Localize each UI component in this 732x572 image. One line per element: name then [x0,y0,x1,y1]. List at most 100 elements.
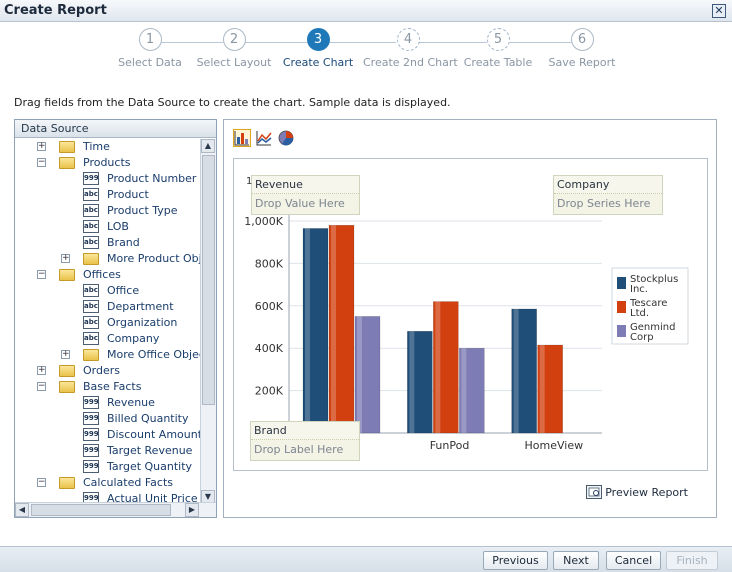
tree-folder[interactable]: + Time [15,139,201,155]
tree-field[interactable]: abc Brand [15,235,201,251]
collapse-icon[interactable]: − [37,269,46,279]
vertical-scrollbar[interactable]: ▲ ▼ [200,139,216,504]
series-field-title: Company [554,176,662,194]
bar-highlight [513,308,519,433]
bar [511,308,537,434]
tree-folder[interactable]: − Calculated Facts [15,475,201,491]
bar [433,301,459,434]
tree-field[interactable]: 999 Billed Quantity [15,411,201,427]
scroll-left-icon[interactable]: ◀ [15,503,29,517]
legend-label: Inc. [630,284,648,295]
horizontal-scrollbar[interactable]: ◀ ▶ [15,502,216,517]
tree-item-label: Product Number [107,172,197,185]
numeric-field-icon: 999 [83,396,99,409]
bar-highlight [539,345,545,433]
tree-item-label: Organization [107,316,178,329]
bar [328,224,355,434]
vertical-scroll-thumb[interactable] [202,155,215,405]
data-source-header: Data Source [15,120,216,138]
step-select-data[interactable]: 1 Select Data [105,28,195,69]
series-drop-zone[interactable]: Company Drop Series Here [553,175,663,215]
tree-folder[interactable]: + Orders [15,363,201,379]
tree-folder[interactable]: − Products [15,155,201,171]
previous-button[interactable]: Previous [483,551,548,570]
step-number: 5 [486,28,510,51]
bar [407,330,433,434]
step-create-2nd-chart[interactable]: 4 Create 2nd Chart [363,28,458,69]
bar-highlight [461,348,467,433]
value-drop-zone[interactable]: Revenue Drop Value Here [251,175,360,215]
tree-field[interactable]: 999 Product Number [15,171,201,187]
text-field-icon: abc [83,316,99,329]
folder-icon [59,157,75,169]
step-create-chart[interactable]: 3 Create Chart [273,28,363,69]
step-connector [329,42,396,43]
tree-field[interactable]: abc Product Type [15,203,201,219]
expand-icon[interactable]: + [61,349,70,359]
label-drop-zone[interactable]: Brand Drop Label Here [250,421,360,461]
tree-folder[interactable]: − Offices [15,267,201,283]
tree-item-label: Calculated Facts [83,476,174,489]
wizard-steps: 1 Select Data 2 Select Layout 3 Create C… [0,28,732,78]
bar-highlight [305,228,310,433]
tree-field[interactable]: abc LOB [15,219,201,235]
line-chart-icon[interactable] [255,129,273,147]
text-field-icon: abc [83,220,99,233]
tree-item-label: Target Quantity [107,460,193,473]
pie-chart-icon[interactable] [277,129,295,147]
step-save-report[interactable]: 6 Save Report [537,28,627,69]
legend-label: Ltd. [630,308,649,319]
label-drop-hint: Drop Label Here [254,443,344,456]
text-field-icon: abc [83,204,99,217]
text-field-icon: abc [83,188,99,201]
collapse-icon[interactable]: − [37,381,46,391]
tree-field[interactable]: 999 Target Revenue [15,443,201,459]
x-tick-label: FunPod [430,439,470,452]
value-drop-marker: 1 [246,176,253,187]
collapse-icon[interactable]: − [37,157,46,167]
tree-field[interactable]: abc Office [15,283,201,299]
expand-icon[interactable]: + [61,253,70,263]
y-tick-label: 400K [255,342,284,355]
tree-folder[interactable]: + More Office Objects [15,347,201,363]
tree-folder[interactable]: + More Product Objects [15,251,201,267]
folder-icon [59,477,75,489]
scroll-up-icon[interactable]: ▲ [201,139,215,153]
step-connector [419,42,487,43]
numeric-field-icon: 999 [83,172,99,185]
step-number: 4 [396,28,420,51]
tree-folder[interactable]: − Base Facts [15,379,201,395]
close-icon[interactable]: ✕ [712,4,726,18]
legend-label: Tescare [629,298,667,309]
tree-item-label: Discount Amount [107,428,201,441]
tree-field[interactable]: 999 Target Quantity [15,459,201,475]
step-create-table[interactable]: 5 Create Table [453,28,543,69]
tree-field[interactable]: abc Product [15,187,201,203]
bar [537,344,563,434]
next-button[interactable]: Next [553,551,599,570]
expand-icon[interactable]: + [37,141,46,151]
legend-swatch [617,325,626,337]
tree-field[interactable]: 999 Actual Unit Price [15,491,201,504]
scroll-right-icon[interactable]: ▶ [185,503,199,517]
step-connector [161,42,223,43]
tree-item-label: Base Facts [83,380,142,393]
tree-field[interactable]: 999 Discount Amount [15,427,201,443]
tree-field[interactable]: abc Department [15,299,201,315]
step-select-layout[interactable]: 2 Select Layout [189,28,279,69]
tree-field[interactable]: abc Organization [15,315,201,331]
folder-icon [83,253,99,265]
numeric-field-icon: 999 [83,492,99,504]
horizontal-scroll-thumb[interactable] [31,504,171,516]
tree-item-label: Department [107,300,174,313]
tree-field[interactable]: abc Company [15,331,201,347]
bar-chart-icon[interactable] [233,129,251,147]
preview-report-link[interactable]: Preview Report [586,485,688,499]
tree-field[interactable]: 999 Revenue [15,395,201,411]
tree-item-label: Company [107,332,160,345]
step-label: Create 2nd Chart [363,56,458,69]
expand-icon[interactable]: + [37,365,46,375]
collapse-icon[interactable]: − [37,477,46,487]
finish-button[interactable]: Finish [666,551,718,570]
cancel-button[interactable]: Cancel [606,551,661,570]
